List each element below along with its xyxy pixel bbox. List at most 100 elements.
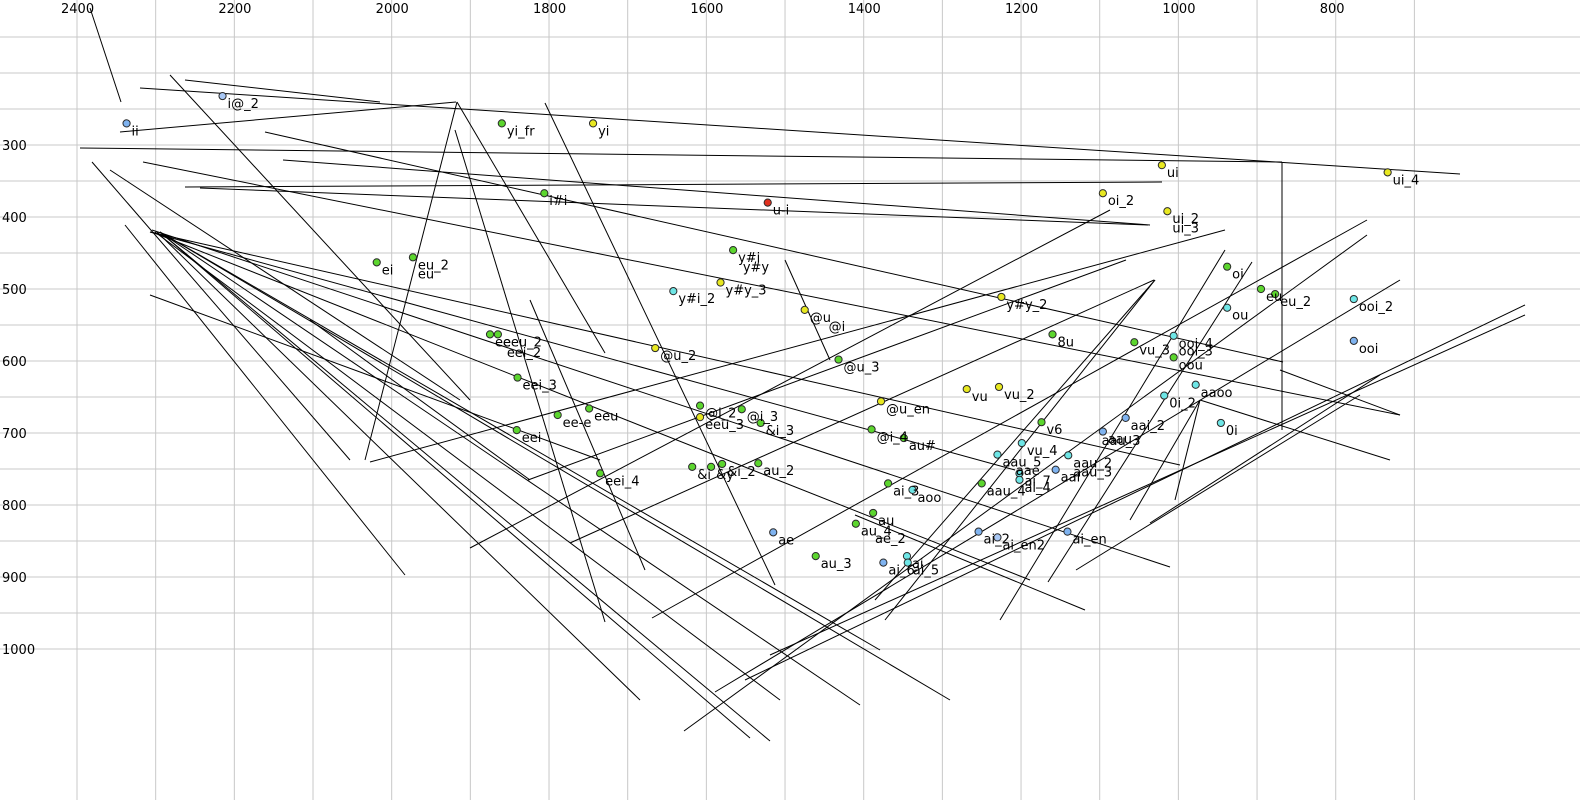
- point-label: ae_2: [875, 532, 906, 547]
- data-point: [493, 330, 502, 339]
- point-label: 8u: [1058, 335, 1075, 350]
- trajectory-line: [364, 101, 458, 461]
- x-tick-label: 1400: [848, 2, 881, 17]
- point-label: y#y: [743, 260, 770, 275]
- point-label: ooi_2: [1359, 300, 1393, 315]
- data-point: [1271, 289, 1280, 299]
- data-point: [899, 433, 908, 443]
- trajectory-line: [1279, 369, 1401, 416]
- data-point: [1383, 168, 1392, 177]
- trajectory-line: [769, 314, 1526, 656]
- point-labels: ii i@_2 yi_fr yi i#i u-i ui ui_4 oi_2 ui_2ui_3 y#i…: [132, 97, 1420, 579]
- point-label: aau_5: [1002, 456, 1041, 471]
- trajectory-line: [544, 102, 776, 586]
- x-tick-label: 1800: [533, 2, 566, 17]
- data-point: [908, 485, 917, 494]
- trajectory-line: [369, 229, 1226, 463]
- data-point: [1064, 451, 1073, 460]
- data-point: [669, 287, 678, 296]
- point-label: eeu: [594, 410, 618, 425]
- data-point: [512, 426, 521, 435]
- point-label: y#y_2: [1006, 298, 1047, 313]
- point-label: ai_en: [1072, 533, 1106, 548]
- data-point: [1223, 303, 1232, 312]
- trajectory-line: [454, 129, 606, 623]
- point-label: ei: [382, 263, 394, 278]
- point-label: aaoo: [1201, 386, 1233, 401]
- y-tick-label: 800: [2, 499, 27, 514]
- data-point: [997, 292, 1006, 302]
- point-label: ai_6: [888, 564, 914, 579]
- data-point: [588, 119, 598, 128]
- data-point: [717, 459, 727, 469]
- data-point: [763, 198, 772, 207]
- data-point: [867, 425, 876, 434]
- trajectory-line: [159, 231, 771, 742]
- point-label: @i: [829, 320, 846, 335]
- trajectory-line: [159, 231, 951, 701]
- trajectory-line: [89, 7, 122, 103]
- data-point: [1130, 338, 1139, 347]
- x-tick-label: 1000: [1162, 2, 1195, 17]
- point-label: ai_5: [913, 564, 939, 579]
- point-label: ai: [912, 557, 924, 572]
- point-label: @i_3: [747, 410, 778, 425]
- point-label: eu_2: [418, 258, 449, 273]
- y-tick-label: 300: [2, 139, 27, 154]
- data-point: [1223, 262, 1232, 271]
- point-label: oi: [1232, 268, 1244, 283]
- data-point: [974, 527, 983, 536]
- point-label: ooi_4: [1179, 337, 1213, 352]
- point-label: aai: [1061, 471, 1081, 486]
- y-tick-label: 900: [2, 571, 27, 586]
- data-point: [716, 278, 725, 287]
- data-point: [485, 330, 495, 339]
- trajectory-line: [529, 299, 646, 571]
- data-point: [962, 384, 971, 394]
- point-label: eei_3: [523, 379, 557, 394]
- data-point: [695, 401, 705, 410]
- data-point: [1163, 207, 1172, 216]
- data-point: [993, 533, 1002, 542]
- data-point: [876, 397, 886, 406]
- point-label: ai_7: [1024, 474, 1050, 489]
- point-label: vu_2: [1004, 388, 1035, 403]
- point-label: &i: [697, 468, 711, 483]
- data-point: [1037, 418, 1046, 427]
- trajectory-line: [1047, 261, 1253, 583]
- point-label: aau_3: [1102, 434, 1141, 449]
- point-label: vu_4: [1027, 444, 1058, 459]
- data-point: [1017, 438, 1026, 448]
- point-label: ui_4: [1393, 173, 1420, 188]
- data-point: [1121, 413, 1130, 422]
- data-point: [218, 91, 227, 101]
- y-tick-label: 700: [2, 427, 27, 442]
- point-label: aoo: [917, 491, 941, 506]
- point-label: u-i: [773, 204, 790, 219]
- point-label: aau: [1108, 433, 1132, 448]
- point-label: ui: [1167, 166, 1179, 181]
- point-label: y#y_3: [726, 284, 767, 299]
- data-point: [883, 479, 893, 488]
- trajectory-line: [264, 131, 1284, 363]
- data-point: [811, 552, 820, 561]
- point-label: au_4: [861, 525, 892, 540]
- x-tick-label: 1200: [1005, 2, 1038, 17]
- x-tick-label: 800: [1320, 2, 1345, 17]
- trajectory-line: [199, 187, 1149, 226]
- trajectory-line: [309, 319, 531, 481]
- point-label: y#i_2: [678, 292, 715, 307]
- point-label: eu: [1266, 290, 1282, 305]
- trajectory-line: [91, 161, 351, 461]
- point-label: v6: [1046, 423, 1062, 438]
- point-label: eei_2: [507, 346, 541, 361]
- point-label: oou: [1179, 358, 1203, 373]
- point-label: vu_3: [1139, 343, 1170, 358]
- data-point: [688, 462, 697, 471]
- trajectory-line: [1199, 399, 1391, 461]
- point-label: aau_2: [1073, 456, 1112, 471]
- point-label: i#i: [549, 194, 567, 209]
- trajectory-line: [159, 231, 751, 739]
- data-points: [122, 91, 1392, 567]
